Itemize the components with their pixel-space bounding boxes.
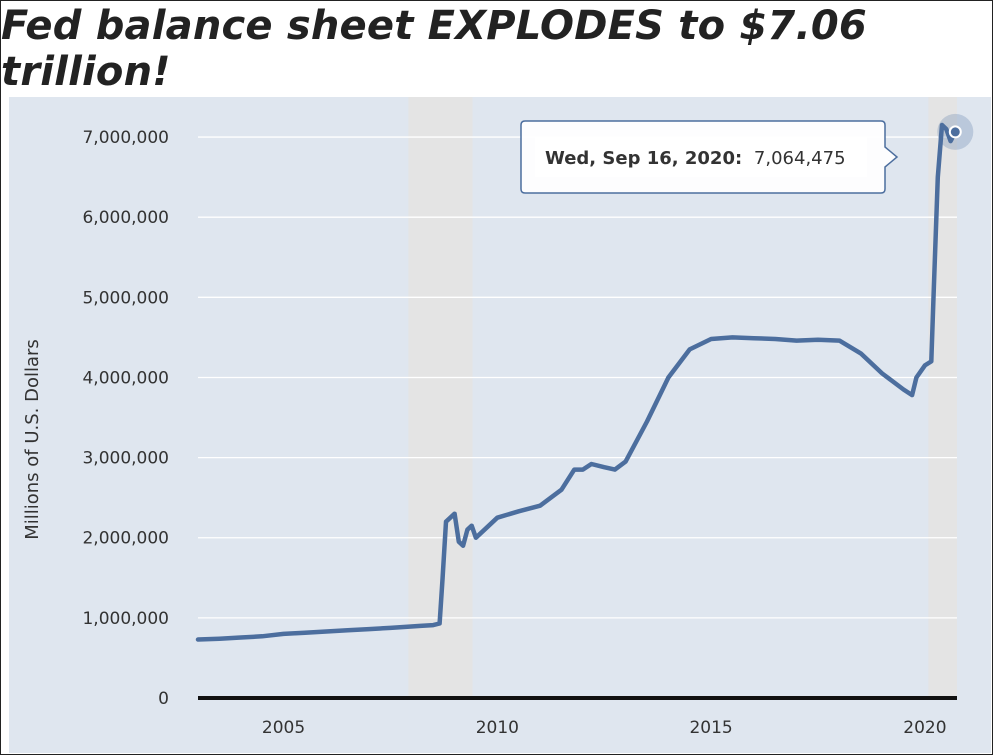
- headline: Fed balance sheet EXPLODES to $7.06 tril…: [1, 3, 867, 95]
- y-axis-ticks: 0 1,000,000 2,000,000 3,000,000 4,000,000 5,0…: [82, 128, 169, 709]
- tooltip-value: 7,064,475: [754, 148, 846, 169]
- y-tick-label: 7,000,000: [82, 128, 169, 148]
- y-tick-label: 0: [158, 689, 169, 709]
- plot-background: [9, 97, 991, 753]
- y-tick-label: 5,000,000: [82, 288, 169, 308]
- recession-band: [928, 97, 957, 698]
- series-line[interactable]: [195, 122, 958, 642]
- x-axis-ticks: 2005 2010 2015 2020: [262, 718, 947, 738]
- y-tick-label: 4,000,000: [82, 368, 169, 388]
- y-axis-title: Millions of U.S. Dollars: [22, 339, 43, 540]
- x-tick-label: 2005: [262, 718, 305, 738]
- tooltip-date: Wed, Sep 16, 2020:: [545, 148, 742, 169]
- tooltip-inner: [535, 137, 867, 177]
- tooltip-text: Wed, Sep 16, 2020: 7,064,475: [545, 148, 846, 169]
- x-tick-label: 2020: [903, 718, 946, 738]
- x-tick-label: 2015: [689, 718, 732, 738]
- tooltip: Wed, Sep 16, 2020: 7,064,475: [520, 113, 974, 194]
- y-tick-label: 2,000,000: [82, 529, 169, 549]
- y-tick-label: 1,000,000: [82, 609, 169, 629]
- hover-point[interactable]: [948, 125, 962, 139]
- y-tick-label: 3,000,000: [82, 449, 169, 469]
- y-tick-label: 6,000,000: [82, 208, 169, 228]
- x-tick-label: 2010: [476, 718, 519, 738]
- gridlines: [198, 136, 957, 619]
